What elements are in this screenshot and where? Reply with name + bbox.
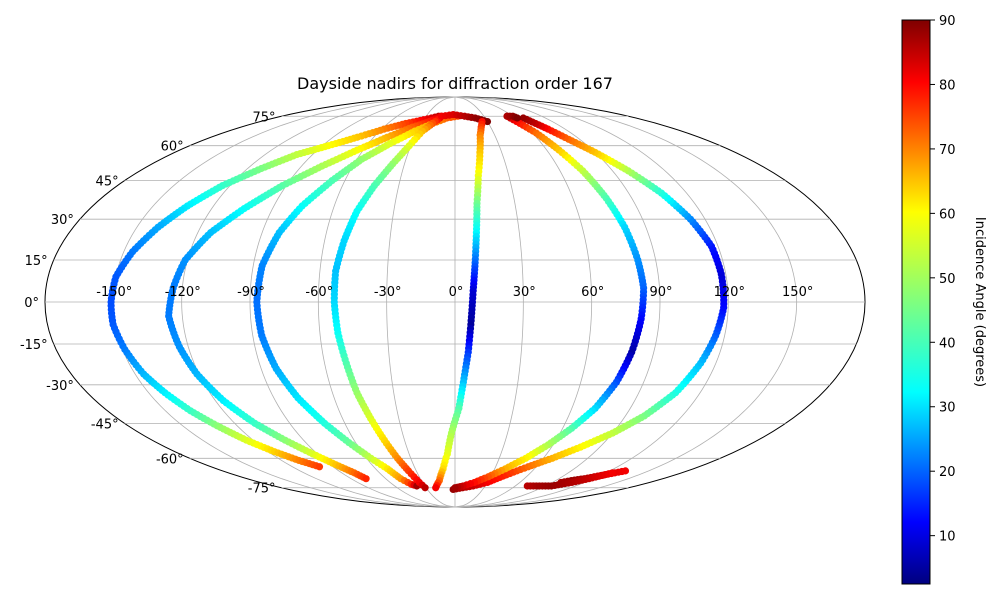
colorbar-tick-label: 70 — [939, 143, 956, 158]
colorbar-tick-label: 30 — [939, 401, 956, 416]
colorbar-ticks: 10 20 30 40 50 60 70 80 90 — [930, 14, 956, 545]
lat-tick-label: -15° — [20, 338, 48, 353]
lat-tick-label: 15° — [25, 254, 48, 269]
data-point — [513, 114, 521, 122]
lat-tick-label: -30° — [46, 379, 74, 394]
data-point — [621, 467, 630, 475]
lat-tick-label: -60° — [156, 452, 184, 467]
lat-tick-label: 60° — [161, 140, 184, 155]
data-point — [519, 114, 527, 122]
lon-tick-label: -120° — [165, 285, 201, 300]
data-point — [421, 484, 429, 492]
lon-tick-label: -150° — [96, 285, 132, 300]
colorbar-tick-label: 60 — [939, 207, 956, 222]
colorbar: 10 20 30 40 50 60 70 80 90 Incidence Angle (degr… — [901, 14, 987, 585]
lat-tick-label: 75° — [252, 110, 275, 125]
lat-tick-label: 0° — [24, 296, 39, 311]
lat-tick-label: 45° — [96, 175, 119, 190]
lon-tick-label: -90° — [237, 285, 265, 300]
lat-tick-label: -45° — [91, 417, 119, 432]
meridian-line — [454, 96, 729, 508]
meridian-line — [454, 96, 524, 508]
lon-tick-label: 150° — [782, 285, 813, 300]
longitude-labels: -150° -120° -90° -60° -30° 0° 30° 60° 90° 120° 150… — [96, 285, 813, 300]
colorbar-tick-label: 10 — [939, 530, 956, 545]
lat-tick-label: 30° — [51, 213, 74, 228]
lon-tick-label: 30° — [513, 285, 536, 300]
chart-title: Dayside nadirs for diffraction order 167 — [297, 74, 613, 93]
meridian-line — [181, 96, 456, 508]
colorbar-label: Incidence Angle (degrees) — [972, 217, 987, 387]
data-point — [483, 117, 492, 126]
colorbar-tick-label: 90 — [939, 14, 956, 29]
colorbar-tick-label: 50 — [939, 272, 956, 287]
lon-tick-label: -30° — [374, 285, 402, 300]
data-point — [451, 484, 459, 492]
lon-tick-label: 90° — [649, 285, 672, 300]
data-point — [315, 463, 324, 471]
data-point — [432, 484, 440, 492]
meridian-line — [454, 96, 798, 508]
data-point — [362, 475, 370, 483]
lon-tick-label: -60° — [305, 285, 333, 300]
colorbar-tick-label: 20 — [939, 465, 956, 480]
data-points — [107, 110, 728, 494]
lat-tick-label: -75° — [248, 482, 276, 497]
colorbar-tick-label: 80 — [939, 79, 956, 94]
lon-tick-label: 120° — [714, 285, 745, 300]
latitude-labels: 75° 60° 45° 30° 15° 0° -15° -30° -45° -60° -75° — [20, 110, 276, 496]
lon-tick-label: 0° — [449, 285, 464, 300]
lon-tick-label: 60° — [581, 285, 604, 300]
data-point — [608, 469, 616, 477]
colorbar-gradient — [901, 19, 931, 585]
colorbar-tick-label: 40 — [939, 336, 956, 351]
